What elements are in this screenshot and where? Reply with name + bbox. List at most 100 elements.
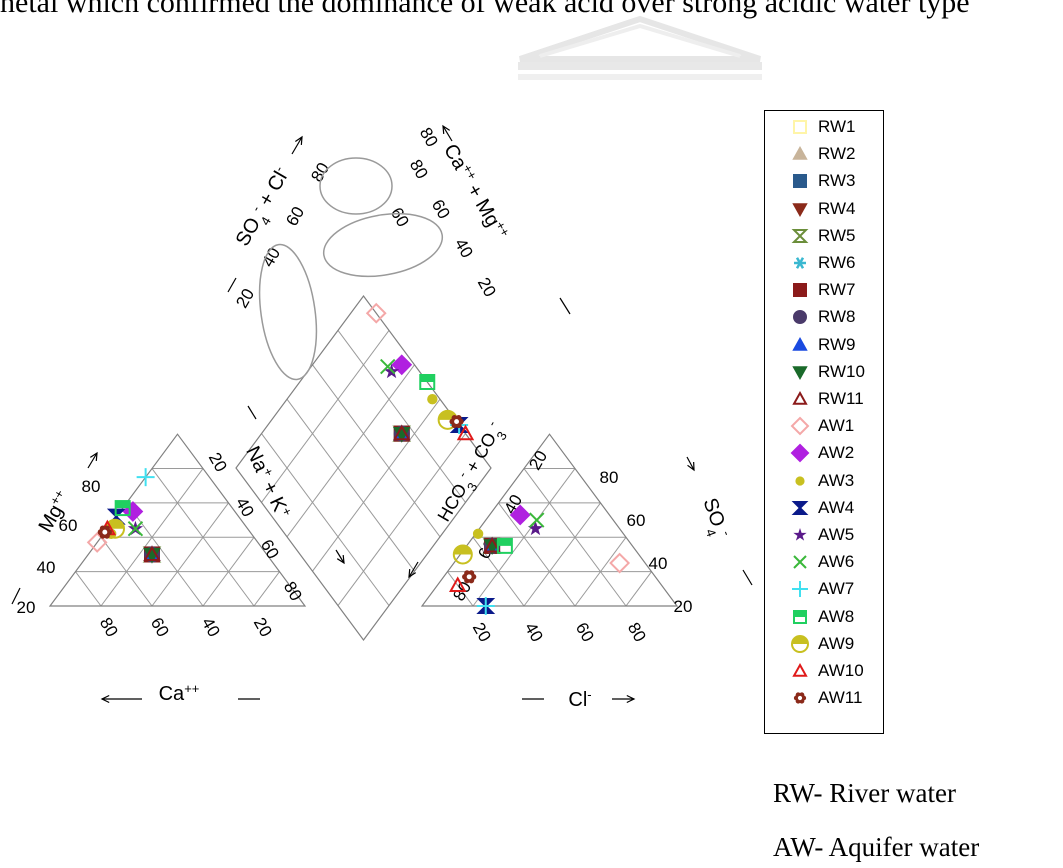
- data-point: [419, 374, 436, 390]
- data-point: [452, 544, 473, 565]
- arrow-mg: [87, 452, 98, 469]
- legend-marker-icon: [792, 365, 808, 380]
- axis-ca-label: Ca++: [159, 681, 200, 706]
- legend-marker-icon: [795, 475, 805, 486]
- note-aquifer-water: AW- Aquifer water: [773, 832, 980, 862]
- legend-label: RW7: [818, 280, 856, 300]
- series-aw1-points: [86, 302, 631, 574]
- legend-item-rw9: RW9: [790, 334, 890, 356]
- legend-label: AW8: [818, 606, 855, 626]
- legend-label: RW8: [818, 307, 856, 327]
- legend-item-aw4: AW4: [790, 497, 890, 519]
- legend-item-aw10: AW10: [790, 660, 890, 682]
- legend-item-aw6: AW6: [790, 551, 890, 573]
- anion-so4-tick: 80: [600, 468, 619, 487]
- legend-label: RW1: [818, 117, 856, 136]
- legend-marker-icon: [792, 146, 808, 160]
- series-aw11-points: [97, 414, 477, 584]
- cation-nak-tick: 40: [232, 494, 258, 520]
- data-point: [143, 545, 161, 562]
- legend-item-aw8: AW8: [790, 606, 890, 628]
- diamond-so4cl-tick: 60: [282, 203, 308, 229]
- data-point: [476, 597, 495, 615]
- data-point: [380, 358, 396, 375]
- data-point: [462, 570, 477, 584]
- legend-label: AW5: [818, 525, 855, 544]
- cation-ca-tick: 80: [96, 614, 122, 640]
- arrow-so4: [686, 456, 695, 471]
- data-point: [609, 552, 631, 574]
- legend-item-aw9: AW9: [790, 633, 890, 655]
- legend-item-rw7: RW7: [790, 279, 890, 301]
- data-point: [509, 504, 531, 526]
- cation-ca-tick: 60: [147, 614, 173, 640]
- legend-label: RW4: [818, 198, 856, 218]
- legend-item-aw1: AW1: [790, 415, 890, 437]
- data-point: [472, 528, 484, 540]
- legend-marker-icon: [791, 500, 809, 515]
- legend-label: RW5: [818, 225, 856, 245]
- data-point: [496, 537, 513, 554]
- legend-label: RW2: [818, 144, 856, 164]
- legend-label: RW3: [818, 171, 856, 191]
- cation-nak-tick: 60: [257, 536, 283, 562]
- diamond-camg-tick: 60: [387, 204, 413, 230]
- data-point: [365, 302, 387, 324]
- legend-marker-icon: [792, 390, 808, 405]
- legend-marker-icon: [793, 692, 807, 704]
- group-ellipse: [258, 243, 318, 381]
- cation-mg-tick: 20: [17, 598, 36, 617]
- anion-cl-tick: 40: [521, 619, 547, 645]
- legend-marker-icon: [792, 336, 808, 351]
- data-point: [393, 424, 411, 441]
- group-ellipse: [319, 157, 393, 215]
- legend-label: RW10: [818, 361, 865, 381]
- legend: [764, 110, 884, 734]
- diamond-camg-tick: 80: [416, 124, 442, 150]
- diamond-so4cl-tick: 20: [232, 285, 258, 311]
- legend-label: AW9: [818, 633, 855, 653]
- anion-cl-tick: 60: [572, 619, 598, 645]
- series-aw9-points: [105, 409, 473, 565]
- legend-item-aw3: AW3: [790, 470, 890, 492]
- data-point: [449, 576, 467, 592]
- caption-text: hetal which confirmed the dominance of w…: [0, 0, 970, 19]
- arrow-camg: [442, 125, 453, 142]
- legend-marker-icon: [790, 443, 810, 463]
- legend-marker-icon: [794, 257, 806, 269]
- data-point: [86, 532, 108, 553]
- legend-item-aw11: AW11: [790, 687, 890, 709]
- legend-label: RW9: [818, 334, 856, 354]
- cation-mg-tick: 80: [82, 477, 101, 496]
- legend-marker-icon: [792, 581, 808, 598]
- series-rw11-points: [143, 424, 501, 562]
- data-point: [527, 520, 544, 536]
- anion-cl-tick: 20: [469, 619, 495, 645]
- data-point: [114, 500, 131, 517]
- data-point: [127, 520, 144, 537]
- legend-item-aw5: AW5: [790, 524, 890, 546]
- arrow-nak: [335, 549, 345, 564]
- legend-marker-icon: [793, 609, 807, 624]
- dash-nak: [247, 405, 257, 420]
- legend-label: AW11: [818, 688, 863, 708]
- cation-nak-tick: 80: [280, 578, 306, 604]
- dash-so4cl: [227, 277, 237, 293]
- anion-so4-tick: 20: [674, 597, 693, 616]
- cation-mg-tick: 60: [59, 516, 78, 535]
- legend-marker-icon: [792, 202, 808, 217]
- legend-marker-icon: [790, 416, 810, 436]
- legend-marker-icon: [793, 555, 807, 569]
- anion-so4-tick: 60: [627, 511, 646, 530]
- anion-cl-tick: 80: [624, 619, 650, 645]
- legend-item-aw2: AW2: [790, 442, 890, 464]
- cation-nak-tick: 20: [205, 449, 231, 475]
- diamond-camg-tick: 80: [406, 156, 432, 182]
- data-point: [449, 414, 464, 429]
- legend-item-rw11: RW11: [790, 388, 890, 410]
- legend-label: AW6: [818, 552, 855, 572]
- legend-label: AW2: [818, 443, 855, 463]
- dash-mg: [11, 587, 21, 605]
- legend-marker-icon: [793, 528, 807, 541]
- legend-label: RW6: [818, 253, 856, 272]
